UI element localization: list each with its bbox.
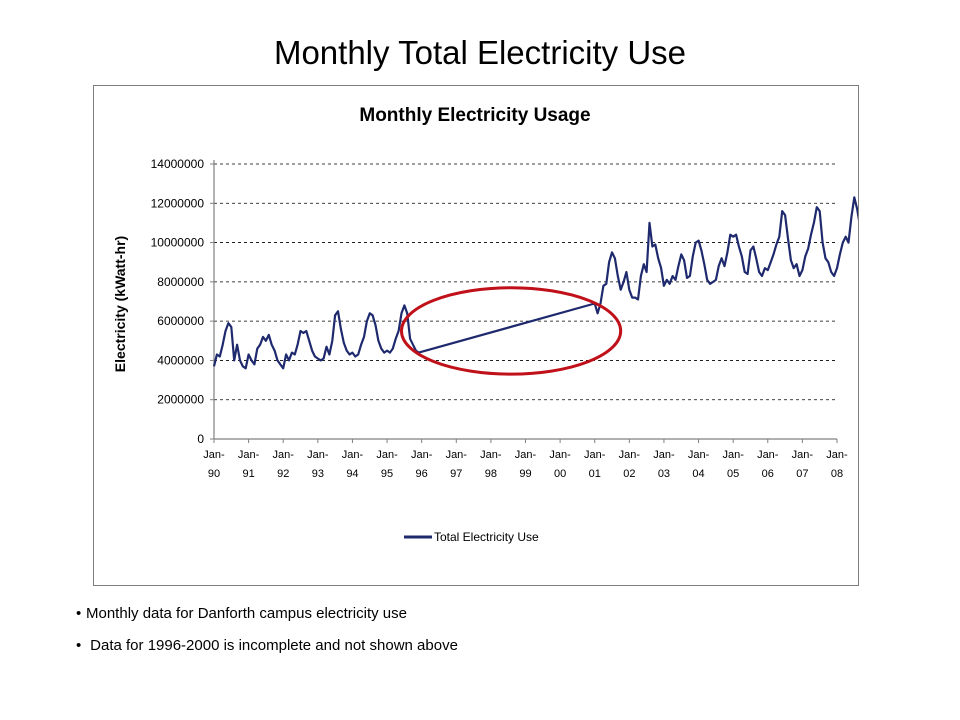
x-tick-label: Jan- [584,449,606,461]
x-tick-label: 03 [658,468,670,480]
bullet-dot: • [76,605,82,622]
x-tick-label: Jan- [411,449,433,461]
x-tick-label: 00 [554,468,566,480]
x-tick-label: 94 [346,468,358,480]
legend-label: Total Electricity Use [434,530,539,544]
x-tick-label: 91 [242,468,254,480]
bullet-list: • Monthly data for Danforth campus electr… [76,604,458,668]
x-tick-label: Jan- [515,449,537,461]
x-tick-label: Jan- [480,449,502,461]
y-tick-label: 4000000 [157,353,204,367]
highlight-ellipse [399,286,623,376]
x-tick-label: Jan- [826,449,848,461]
y-tick-labels: 0 2000000 4000000 6000000 8000000 10000000 120… [151,157,205,446]
bullet-item: • Monthly data for Danforth campus electr… [76,604,458,636]
x-tick-label: Jan- [653,449,675,461]
y-tick-label: 8000000 [157,275,204,289]
y-tick-label: 12000000 [151,196,205,210]
y-axis-label: Electricity (kWatt-hr) [112,236,128,372]
y-tick-label: 14000000 [151,157,205,171]
x-tick-label: Jan- [446,449,468,461]
x-tick-label: Jan- [722,449,744,461]
x-tick-label: 07 [796,468,808,480]
x-tick-label: 95 [381,468,393,480]
x-tick-label: Jan- [757,449,779,461]
grid-lines [214,163,837,401]
x-tick-label: Jan- [549,449,571,461]
x-tick-label: 99 [519,468,531,480]
y-tick-label: 0 [197,432,204,446]
slide-title: Monthly Total Electricity Use [273,34,687,71]
x-tick-label: 01 [589,468,601,480]
chart-title: Monthly Electricity Usage [359,105,590,126]
y-tick-label: 10000000 [151,236,205,250]
x-tick-label: 93 [312,468,324,480]
x-tick-labels: Jan- 90 Jan- 91 Jan- 92 Jan- 93 Jan- 94 Jan- 95 Jan-… [203,449,848,480]
x-tick-label: 04 [692,468,704,480]
x-tick-label: 02 [623,468,635,480]
x-tick-label: 05 [727,468,739,480]
x-tick-label: 90 [208,468,220,480]
x-tick-label: Jan- [792,449,814,461]
series-lines [212,196,858,370]
x-tick-label: Jan- [273,449,295,461]
series-line [212,196,858,370]
x-tick-label: 98 [485,468,497,480]
x-tick-label: 92 [277,468,289,480]
y-tick-label: 6000000 [157,314,204,328]
x-tick-label: Jan- [376,449,398,461]
y-tick-label: 2000000 [157,393,204,407]
x-tick-label: 08 [831,468,843,480]
x-tick-label: Jan- [238,449,260,461]
x-tick-label: Jan- [203,449,225,461]
chart-frame: Monthly Electricity Usage Electricity (k… [93,85,859,586]
bullet-text: Data for 1996-2000 is incomplete and not… [86,637,458,654]
axes [210,160,838,443]
x-tick-label: 06 [762,468,774,480]
x-tick-label: 96 [416,468,428,480]
bullet-text: Monthly data for Danforth campus electri… [86,605,407,622]
bullet-item: • Data for 1996-2000 is incomplete and n… [76,636,458,668]
annotation [399,286,623,376]
legend: Total Electricity Use [404,530,539,544]
x-tick-label: Jan- [307,449,329,461]
x-tick-label: Jan- [619,449,641,461]
x-tick-label: 97 [450,468,462,480]
x-tick-label: Jan- [342,449,364,461]
electricity-line-chart: Monthly Electricity Usage Electricity (k… [112,105,858,544]
bullet-dot: • [76,637,82,654]
x-tick-label: Jan- [688,449,710,461]
